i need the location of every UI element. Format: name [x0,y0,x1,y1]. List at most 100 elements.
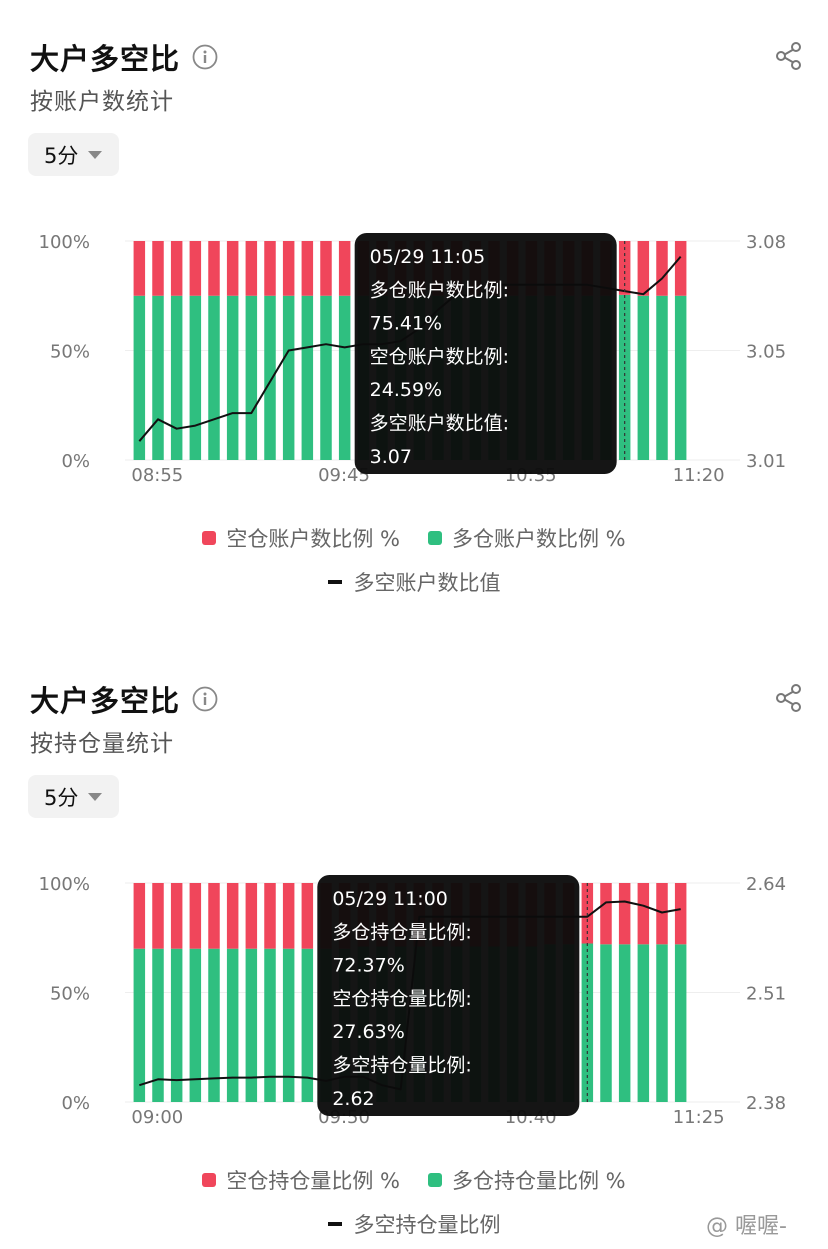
watermark: @ 喔喔- [706,1214,787,1239]
bar-short [338,883,351,949]
bar-short [488,883,500,947]
bar-long [450,946,463,1102]
bar-long [320,948,332,1102]
x-tick-label: 09:45 [318,465,370,486]
caret-down-icon [88,150,103,159]
bar-long [282,295,295,460]
bar-long [170,295,183,460]
interval-value: 5分 [44,785,79,810]
bar-long [525,946,538,1102]
share-icon[interactable] [774,683,804,713]
bar-short [656,883,668,945]
bar-long [544,944,556,1102]
bar-short [506,883,519,947]
bar-long [637,295,650,460]
legend-ratio[interactable]: 多空持仓量比例 [327,1209,501,1239]
bar-long [189,295,202,460]
bar-short [133,883,146,949]
x-tick-label: 08:55 [131,465,183,486]
tooltip-box [317,875,580,1116]
legend-swatch-short [202,531,217,545]
legend-row-2: 多空持仓量比例 [0,1209,828,1239]
y-right-tick-label: 2.38 [746,1093,786,1114]
bar-short [282,241,295,296]
x-tick-label: 09:50 [318,1107,370,1128]
bar-short [189,241,202,296]
bar-long [376,946,388,1102]
tooltip-time: 05/29 11:05 [370,246,486,268]
bar-long [208,948,220,1102]
legend-swatch-short [202,1173,217,1187]
bar-long [674,295,687,460]
bar-short [226,241,239,296]
bar-long [432,946,444,1102]
x-tick-label: 09:00 [131,1107,183,1128]
legend-short[interactable]: 空仓账户数比例 % [202,523,400,553]
legend-label-short: 空仓账户数比例 % [226,527,400,551]
bar-long [338,295,351,460]
bar-short [674,241,687,296]
bar-long [189,948,202,1102]
legend-label-long: 多仓账户数比例 % [452,527,626,551]
tooltip-label-3: 多空持仓量比例: [332,1055,471,1077]
bar-short [581,883,594,944]
bar-short [338,241,351,296]
bar-long [301,948,314,1102]
bar-long [245,295,258,460]
tooltip-value-2: 24.59% [370,379,442,401]
x-tick-label: 11:20 [673,465,725,486]
chart-card-accounts: 大户多空比 按账户数统计 5分 0% 3.01 50% 3.05 100% 3.08 08:… [0,0,828,620]
legend-swatch-long [428,531,442,545]
long-short-chart-positions[interactable]: 0% 2.38 50% 2.51 100% 2.64 09:00 09:50 10:40 11:2… [0,642,828,1142]
y-left-tick-label: 0% [61,1093,90,1114]
bar-short [320,883,332,949]
legend-ratio[interactable]: 多空账户数比值 [327,567,501,597]
bar-long [152,948,164,1102]
info-icon[interactable] [192,686,218,712]
bar-short [357,883,370,947]
interval-select[interactable]: 5分 [28,775,119,818]
bar-long [618,944,631,1102]
bar-short [264,883,276,949]
bar-long [618,294,631,460]
bar-short [152,241,164,296]
card-title: 大户多空比 [30,684,181,718]
bar-short [133,241,146,296]
y-left-tick-label: 100% [39,232,90,253]
legend-label-short: 空仓持仓量比例 % [226,1169,400,1193]
bar-long [170,948,183,1102]
bar-long [656,944,668,1102]
bar-long [133,948,146,1102]
bar-short [600,883,612,945]
bar-long [562,944,575,1102]
title-row: 大户多空比 [30,36,218,78]
legend-long[interactable]: 多仓持仓量比例 % [428,1165,626,1195]
bar-short [264,241,276,296]
title-row: 大户多空比 [30,678,218,720]
info-icon[interactable] [192,44,218,70]
bar-short [282,883,295,949]
tooltip-value-3: 3.07 [370,446,412,468]
y-left-tick-label: 100% [39,874,90,895]
bar-long [320,295,332,460]
bar-short [170,241,183,296]
bar-long [656,295,668,460]
legend-row-2: 多空账户数比值 [0,567,828,597]
y-right-tick-label: 2.64 [746,874,786,895]
bar-short [376,883,388,947]
legend-long[interactable]: 多仓账户数比例 % [428,523,626,553]
bar-short [525,883,538,947]
bar-short [432,883,444,947]
legend-row-1: 空仓持仓量比例 % 多仓持仓量比例 % [0,1165,828,1195]
legend-short[interactable]: 空仓持仓量比例 % [202,1165,400,1195]
legend-label-ratio: 多空账户数比值 [353,571,501,595]
bar-long [264,948,276,1102]
interval-select[interactable]: 5分 [28,133,119,176]
share-icon[interactable] [774,41,804,71]
card-title: 大户多空比 [30,42,181,76]
bar-long [338,948,351,1102]
legend-label-long: 多仓持仓量比例 % [452,1169,626,1193]
bar-short [637,241,650,296]
legend-swatch-ratio [327,1222,342,1226]
